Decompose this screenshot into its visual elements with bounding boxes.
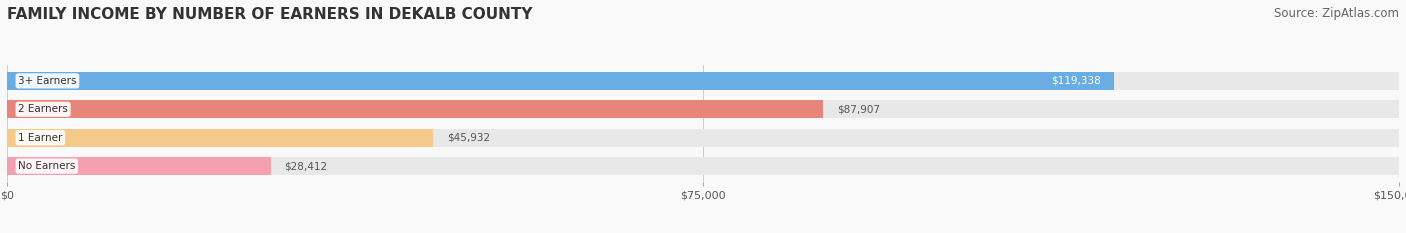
- Text: $87,907: $87,907: [837, 104, 880, 114]
- Bar: [7, 157, 1399, 175]
- Text: 3+ Earners: 3+ Earners: [18, 76, 77, 86]
- Text: Source: ZipAtlas.com: Source: ZipAtlas.com: [1274, 7, 1399, 20]
- Bar: [7, 129, 433, 147]
- Text: 2 Earners: 2 Earners: [18, 104, 67, 114]
- Bar: [7, 100, 823, 118]
- Bar: [7, 72, 1115, 90]
- Bar: [7, 129, 1399, 147]
- Bar: [7, 100, 1399, 118]
- Text: 1 Earner: 1 Earner: [18, 133, 62, 143]
- Text: FAMILY INCOME BY NUMBER OF EARNERS IN DEKALB COUNTY: FAMILY INCOME BY NUMBER OF EARNERS IN DE…: [7, 7, 533, 22]
- Text: $45,932: $45,932: [447, 133, 491, 143]
- Bar: [7, 72, 1399, 90]
- Text: $119,338: $119,338: [1050, 76, 1101, 86]
- Text: $28,412: $28,412: [284, 161, 328, 171]
- Text: No Earners: No Earners: [18, 161, 76, 171]
- Bar: [7, 157, 271, 175]
